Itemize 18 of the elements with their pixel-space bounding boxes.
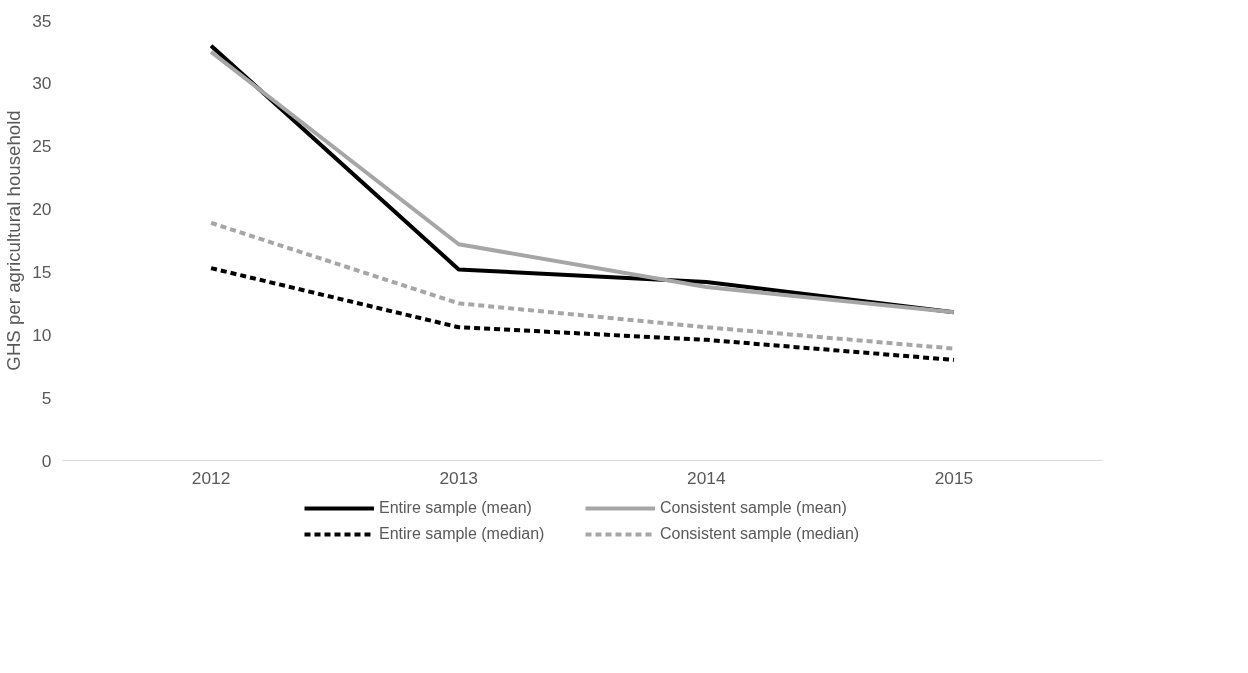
legend-label: Entire sample (median) — [379, 525, 546, 543]
y-tick-label: 35 — [32, 10, 52, 31]
line-series — [209, 266, 956, 362]
y-axis-title: GHS per agricultural household — [3, 110, 25, 371]
legend-label: Consistent sample (median) — [660, 525, 860, 543]
y-tick-label: 5 — [41, 387, 52, 408]
x-tick-label: 2013 — [439, 467, 478, 488]
y-tick-label: 0 — [41, 450, 52, 471]
x-tick-label: 2014 — [687, 467, 726, 488]
y-tick-label: 30 — [32, 73, 52, 94]
x-tick-label: 2015 — [934, 467, 974, 488]
y-tick-label: 25 — [32, 136, 52, 157]
y-tick-label: 20 — [32, 199, 52, 220]
x-tick-label: 2012 — [191, 467, 231, 488]
y-tick-label: 10 — [32, 324, 52, 345]
y-tick-label: 15 — [32, 261, 52, 282]
legend-label: Consistent sample (mean) — [660, 499, 848, 517]
legend-label: Entire sample (mean) — [379, 499, 533, 517]
